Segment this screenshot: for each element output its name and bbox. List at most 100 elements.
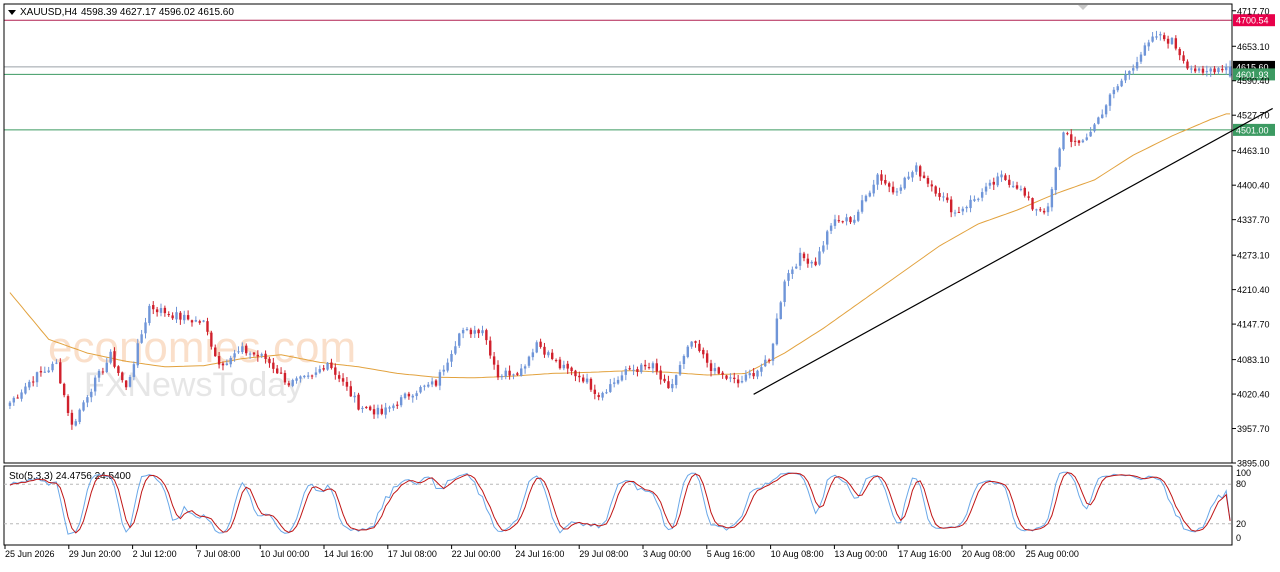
candle: [101, 367, 105, 375]
candle: [1073, 136, 1077, 147]
stochastic-indicator: Sto(5,3,3) 24.4756 24.5400: [4, 471, 1232, 535]
watermark-brand: economies.com: [48, 323, 356, 372]
candle: [353, 392, 356, 403]
candle: [446, 358, 449, 373]
candle: [764, 355, 767, 368]
candle: [287, 380, 291, 388]
candle: [306, 372, 310, 379]
moving-average-line: [9, 113, 1231, 379]
candle: [1143, 42, 1147, 57]
candle: [438, 369, 442, 391]
candle: [1182, 51, 1185, 64]
price-tick-label: 4210.40: [1237, 285, 1270, 295]
candle: [167, 311, 170, 317]
candle: [461, 327, 465, 339]
scroll-marker-icon[interactable]: [1078, 5, 1088, 10]
candle: [78, 408, 81, 425]
candle: [721, 370, 724, 379]
stochastic-panel-frame[interactable]: [3, 465, 1233, 546]
chevron-down-icon[interactable]: [8, 10, 16, 15]
candle: [829, 223, 833, 235]
time-tick-label: 17 Jul 08:00: [388, 549, 437, 559]
candle: [678, 361, 682, 376]
candle: [248, 351, 252, 359]
candle: [407, 391, 411, 400]
candle: [857, 209, 860, 223]
candle: [949, 196, 953, 218]
watermark: economies.com FXNewsToday: [48, 323, 356, 404]
candle: [24, 382, 27, 395]
candle: [752, 368, 755, 380]
candle: [853, 215, 856, 225]
candle: [403, 392, 407, 400]
candle: [1190, 65, 1193, 74]
time-tick-label: 7 Jul 08:00: [196, 549, 240, 559]
stochastic-tick-label: 0: [1236, 533, 1241, 543]
candle: [39, 366, 43, 377]
candle: [562, 360, 566, 371]
candle: [136, 338, 139, 368]
candle: [551, 349, 554, 361]
candle: [1101, 109, 1104, 119]
candle: [911, 170, 914, 182]
candle: [90, 388, 93, 403]
candle: [872, 179, 875, 197]
time-tick-label: 17 Aug 16:00: [898, 549, 951, 559]
candle: [51, 361, 54, 373]
trendline[interactable]: [753, 107, 1273, 395]
candle: [140, 329, 143, 344]
candle: [888, 181, 891, 193]
candle: [798, 247, 802, 271]
candle: [725, 374, 728, 381]
candle: [186, 310, 190, 321]
time-tick-label: 25 Aug 00:00: [1026, 549, 1079, 559]
candle: [977, 197, 980, 202]
candle: [434, 379, 438, 388]
candle: [667, 375, 670, 389]
time-tick-label: 10 Jul 00:00: [260, 549, 309, 559]
candle: [1120, 78, 1123, 88]
candle: [1093, 122, 1096, 133]
candle: [787, 269, 790, 287]
candle: [1132, 64, 1135, 75]
candle: [845, 213, 848, 226]
candle: [295, 376, 298, 384]
candle: [1159, 31, 1162, 41]
candle: [47, 366, 50, 373]
candle: [105, 357, 108, 374]
candle: [59, 358, 62, 384]
candle: [992, 177, 995, 190]
candle: [795, 263, 798, 270]
candle: [1077, 139, 1081, 146]
candle: [1186, 59, 1189, 70]
main-panel-frame[interactable]: [3, 3, 1233, 464]
candle: [43, 366, 46, 373]
price-tick-label: 4337.70: [1237, 215, 1270, 225]
candle: [241, 342, 244, 355]
candle: [492, 351, 496, 370]
candle: [554, 358, 558, 363]
candle: [1228, 60, 1232, 78]
candle: [930, 180, 934, 192]
candle: [601, 391, 604, 401]
candle: [20, 389, 23, 402]
candle: [806, 253, 810, 268]
candle: [1066, 131, 1069, 136]
candle: [345, 377, 349, 391]
candle: [694, 340, 697, 348]
time-axis: 25 Jun 2026 29 Jun 20:00 2 Jul 12:00 7 Jul …: [4, 545, 1079, 559]
candle: [531, 348, 535, 361]
candle: [8, 400, 12, 410]
candle: [651, 361, 655, 374]
candle: [860, 194, 864, 214]
candle: [520, 363, 523, 377]
candle: [496, 360, 500, 381]
candle: [74, 418, 77, 427]
candle: [996, 172, 999, 188]
candlesticks: [8, 30, 1232, 430]
candle: [1015, 181, 1019, 190]
candle: [229, 355, 232, 368]
candle: [926, 175, 930, 188]
